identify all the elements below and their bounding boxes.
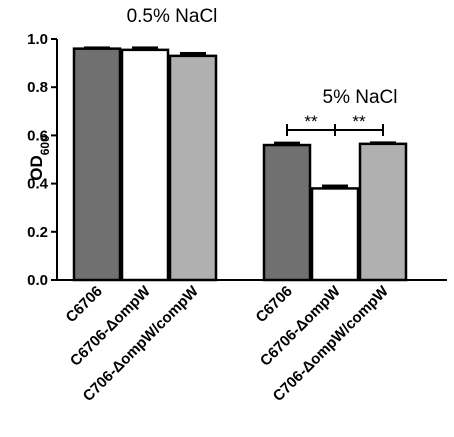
- y-axis-title-main: OD: [27, 155, 46, 181]
- error-bar: [370, 141, 396, 145]
- bar: [72, 47, 122, 282]
- y-tick-label: 0.4: [27, 176, 49, 193]
- bars: [72, 46, 408, 282]
- x-tick-label: C6706: [63, 283, 106, 326]
- bar: [262, 143, 312, 282]
- error-bar: [84, 46, 110, 50]
- bar: [120, 48, 170, 282]
- y-tick-label: 0.0: [27, 272, 48, 289]
- significance-bracket: [334, 124, 384, 136]
- y-tick-label: 0.8: [27, 79, 48, 96]
- bar: [168, 54, 218, 282]
- y-tick-label: 1.0: [27, 31, 48, 48]
- y-axis-title: OD600: [27, 135, 52, 181]
- significance-label: **: [352, 112, 366, 131]
- group-label: 0.5% NaCl: [127, 6, 218, 27]
- y-axis-title-subscript: 600: [38, 135, 52, 155]
- error-bar: [180, 51, 206, 57]
- bar: [358, 142, 408, 282]
- y-tick-label: 0.2: [27, 224, 48, 241]
- svg-text:OD600: OD600: [27, 135, 52, 181]
- group-label: 5% NaCl: [323, 87, 398, 108]
- y-tick-label: 0.6: [27, 127, 48, 144]
- error-bar: [132, 46, 158, 51]
- error-bar: [274, 141, 300, 147]
- x-tick-label: C6706: [253, 283, 296, 326]
- bar: [310, 187, 360, 282]
- error-bar: [322, 184, 348, 190]
- significance-label: **: [304, 112, 318, 131]
